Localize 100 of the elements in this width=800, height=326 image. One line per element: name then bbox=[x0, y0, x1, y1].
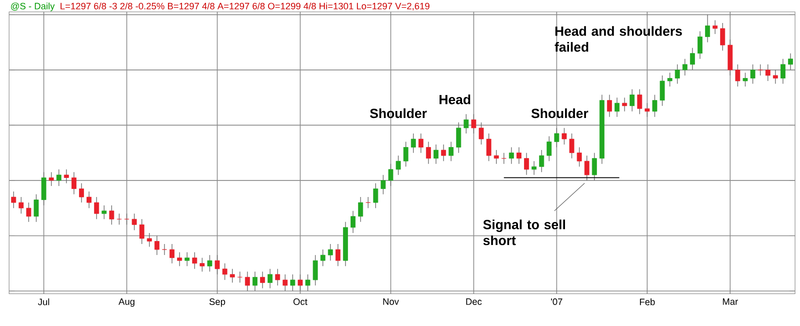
candlestick bbox=[230, 268, 235, 283]
candlestick bbox=[170, 243, 174, 264]
candlestick bbox=[335, 243, 340, 266]
candlestick bbox=[184, 252, 190, 266]
candlestick bbox=[644, 102, 650, 117]
candlestick bbox=[312, 254, 318, 286]
candlestick bbox=[592, 152, 597, 181]
candlestick bbox=[410, 132, 416, 153]
candlestick bbox=[705, 14, 710, 42]
x-tick-label: Oct bbox=[293, 298, 308, 305]
candlestick bbox=[64, 168, 69, 184]
candlestick bbox=[524, 152, 529, 176]
candlestick bbox=[508, 146, 514, 164]
candlestick bbox=[772, 69, 778, 84]
candlestick bbox=[48, 172, 54, 186]
candlestick bbox=[162, 243, 167, 256]
candlestick bbox=[750, 64, 756, 84]
candlestick bbox=[298, 274, 303, 292]
candlestick bbox=[177, 252, 182, 266]
candlestick bbox=[41, 172, 46, 206]
candlestick bbox=[434, 144, 438, 164]
annotation: Shoulder bbox=[531, 108, 588, 118]
candlestick bbox=[366, 196, 371, 208]
candlestick bbox=[584, 155, 590, 181]
candlestick bbox=[260, 271, 265, 288]
candlestick bbox=[124, 213, 130, 225]
annotation: Head and shoulders failed bbox=[554, 26, 682, 52]
candlestick bbox=[788, 52, 793, 70]
candlestick bbox=[244, 271, 250, 292]
annotation: Head bbox=[440, 94, 470, 104]
candlestick bbox=[11, 190, 16, 208]
x-tick-label: Sep bbox=[209, 298, 226, 307]
candlestick bbox=[139, 218, 144, 244]
candlestick bbox=[290, 274, 296, 292]
candlestick bbox=[109, 204, 114, 225]
candlestick bbox=[765, 64, 770, 82]
candlestick bbox=[418, 132, 424, 153]
candlestick bbox=[660, 74, 665, 106]
annotation: Shoulder bbox=[370, 108, 427, 118]
candlestick bbox=[237, 271, 242, 283]
candlestick bbox=[758, 64, 763, 76]
candlestick bbox=[116, 213, 122, 225]
candlestick bbox=[614, 97, 620, 117]
candlestick bbox=[388, 163, 394, 186]
candlestick bbox=[720, 22, 726, 51]
candlestick bbox=[268, 268, 273, 288]
x-tick-label: Dec bbox=[466, 298, 482, 305]
candlestick bbox=[630, 88, 635, 112]
candlestick bbox=[132, 213, 137, 230]
candlestick bbox=[690, 47, 695, 70]
candlestick bbox=[102, 204, 107, 220]
candlestick bbox=[554, 127, 560, 148]
candlestick bbox=[71, 172, 76, 194]
candlestick bbox=[373, 182, 378, 208]
candlestick bbox=[780, 58, 786, 84]
candlestick bbox=[652, 94, 658, 117]
candlestick bbox=[539, 149, 544, 172]
candlestick bbox=[396, 155, 401, 176]
candlestick bbox=[350, 210, 356, 234]
candlestick bbox=[328, 243, 333, 261]
candlestick bbox=[200, 257, 205, 272]
candlestick bbox=[569, 132, 574, 158]
candlestick bbox=[607, 94, 612, 117]
candlestick bbox=[207, 254, 212, 272]
x-tick-label: Mar bbox=[722, 298, 738, 305]
candlestick bbox=[252, 271, 258, 292]
candlestick bbox=[275, 268, 280, 286]
candlestick bbox=[698, 30, 702, 59]
candlestick bbox=[486, 132, 492, 162]
candlestick bbox=[380, 174, 386, 194]
candlestick bbox=[154, 235, 160, 256]
candlestick bbox=[222, 262, 228, 280]
candlestick bbox=[501, 152, 506, 164]
candlestick bbox=[86, 190, 92, 208]
candlestick bbox=[516, 146, 522, 164]
candlestick bbox=[712, 20, 718, 34]
candlestick bbox=[18, 196, 24, 214]
candlestick bbox=[426, 141, 431, 164]
candlestick bbox=[146, 232, 152, 247]
candlestick bbox=[448, 141, 454, 162]
x-tick-label: Jul bbox=[38, 298, 50, 305]
x-tick-label: '07 bbox=[551, 298, 562, 305]
candlestick bbox=[637, 88, 642, 114]
candlestick bbox=[622, 97, 628, 112]
chart-title: @S - Daily bbox=[11, 2, 55, 11]
candlestick bbox=[532, 160, 537, 176]
candlestick bbox=[735, 64, 740, 87]
candlestick bbox=[494, 149, 499, 164]
candlestick bbox=[282, 274, 288, 292]
candlestick bbox=[742, 72, 748, 87]
chart-subtitle: L=1297 6/8 -3 2/8 -0.25% B=1297 4/8 A=1297 6/8 O=1299 4/8 Hi=1301 Lo=1297 V=2,619 bbox=[60, 2, 430, 10]
candlestick bbox=[94, 196, 100, 220]
candlestick bbox=[305, 274, 310, 292]
x-tick-label: Aug bbox=[118, 298, 134, 306]
x-tick-label: Nov bbox=[383, 298, 399, 305]
x-tick-label: Feb bbox=[640, 298, 655, 305]
candlestick bbox=[546, 136, 552, 162]
candlestick bbox=[214, 254, 220, 274]
candlestick bbox=[456, 122, 462, 153]
candlestick bbox=[26, 202, 32, 222]
